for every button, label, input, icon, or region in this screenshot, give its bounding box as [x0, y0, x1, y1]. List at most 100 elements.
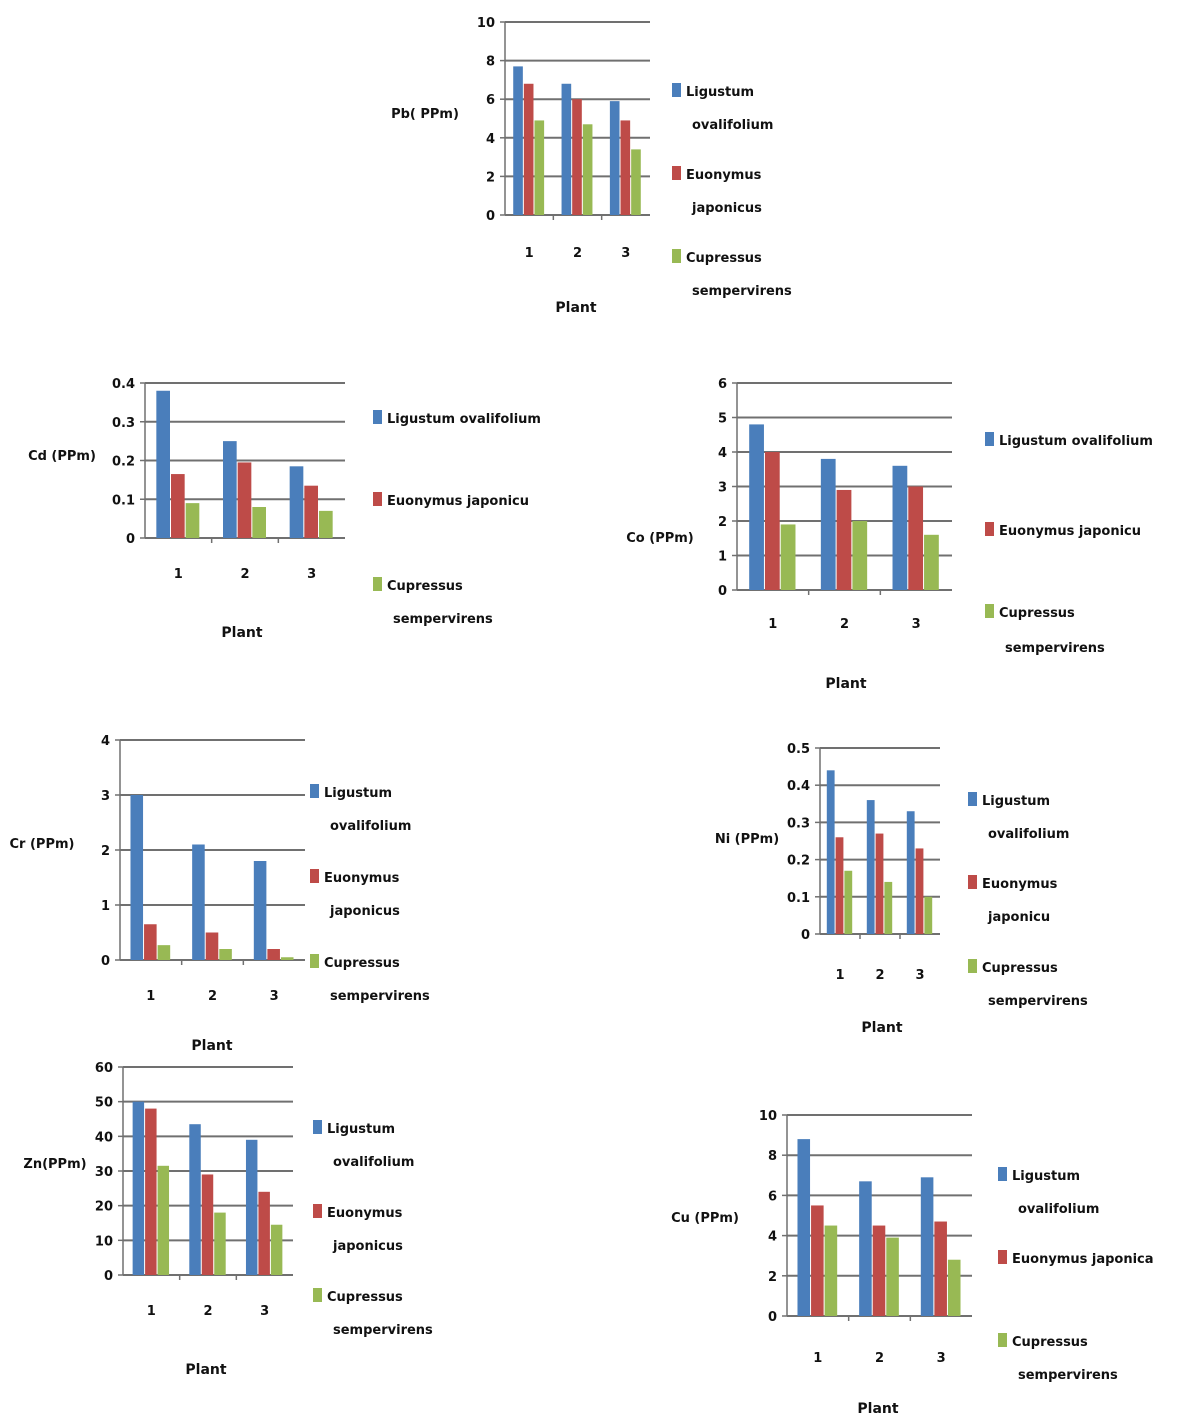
bar-series-1-category-1: [797, 1139, 811, 1316]
bar-series-1-category-3: [920, 1177, 934, 1316]
bar-series-2-category-3: [908, 486, 924, 590]
bar-series-1-category-3: [892, 465, 908, 590]
y-tick-label: 6: [486, 93, 495, 108]
legend-label: Cupressus: [982, 961, 1058, 976]
y-tick-label: 5: [718, 412, 727, 427]
x-axis-label: Plant: [825, 676, 866, 692]
y-tick-label: 10: [95, 1234, 113, 1249]
legend-swatch-series-3: [310, 954, 319, 968]
legend-swatch-series-3: [998, 1333, 1007, 1347]
legend-label: sempervirens: [333, 1323, 433, 1338]
bar-series-2-category-2: [237, 462, 252, 538]
x-tick-label: 3: [912, 617, 921, 632]
bar-series-3-category-1: [780, 524, 796, 590]
y-tick-label: 20: [95, 1200, 113, 1215]
legend-label: Ligustum ovalifolium: [387, 412, 541, 427]
legend-label: Euonymus: [686, 168, 762, 183]
bar-series-3-category-3: [947, 1259, 961, 1316]
bar-series-2-category-3: [620, 120, 631, 215]
y-tick-label: 2: [718, 515, 727, 530]
bar-series-3-category-2: [252, 507, 266, 538]
bar-series-1-category-1: [156, 390, 170, 538]
y-tick-label: 2: [486, 170, 495, 185]
y-tick-label: 0: [768, 1310, 777, 1325]
legend-label: ovalifolium: [330, 819, 411, 834]
x-tick-label: 2: [875, 1351, 884, 1366]
bar-series-1-category-3: [609, 101, 620, 215]
x-tick-label: 3: [937, 1351, 946, 1366]
legend-label: ovalifolium: [692, 118, 773, 133]
legend-label: sempervirens: [393, 612, 493, 627]
x-tick-label: 1: [525, 246, 534, 261]
legend-label: japonicus: [332, 1239, 403, 1254]
legend-label: Cupressus: [327, 1290, 403, 1305]
x-axis-label: Plant: [857, 1401, 898, 1417]
legend-swatch-series-2: [313, 1204, 322, 1218]
y-axis-label: Cd (PPm): [28, 449, 96, 464]
bar-series-3-category-3: [631, 149, 641, 215]
y-tick-label: 0.5: [787, 742, 810, 757]
legend-swatch-series-2: [968, 875, 977, 889]
bar-series-3-category-3: [280, 957, 294, 960]
y-tick-label: 0.2: [112, 455, 135, 470]
bar-series-1-category-2: [859, 1181, 872, 1316]
bar-series-2-category-3: [258, 1191, 270, 1275]
legend-label: ovalifolium: [1018, 1202, 1099, 1217]
legend-swatch-series-1: [968, 792, 977, 806]
chart-panel-5: 0 0.1 0.2 0.3 0.4 0.5 1 2 3 Ni (PPm) Plant Ligustum…: [715, 742, 1088, 1036]
y-tick-label: 0: [486, 209, 495, 224]
bar-series-3-category-3: [924, 896, 933, 934]
legend-label: Cupressus: [324, 956, 400, 971]
x-tick-label: 2: [875, 968, 884, 983]
y-tick-label: 8: [486, 55, 495, 70]
legend-label: Cupressus: [686, 251, 762, 266]
y-tick-label: 30: [95, 1165, 113, 1180]
chart-panel-4: 0 1 2 3 4 1 2 3 Cr (PPm) Plant Ligustum ovalifolium…: [10, 734, 431, 1054]
y-tick-label: 0.4: [787, 779, 810, 794]
bar-series-3-category-3: [924, 534, 939, 590]
y-axis-label: Cu (PPm): [671, 1211, 739, 1226]
y-tick-label: 0: [718, 584, 727, 599]
y-axis-label: Co (PPm): [626, 531, 693, 546]
legend: Ligustum ovalifolium Euonymus japonicu Cup…: [373, 410, 541, 627]
legend-label: Euonymus: [982, 877, 1058, 892]
bar-series-3-category-1: [534, 120, 545, 215]
x-tick-label: 1: [813, 1351, 822, 1366]
legend-swatch-series-2: [985, 522, 994, 536]
legend-swatch-series-1: [672, 83, 681, 97]
legend: Ligustum ovalifolium Euonymus japonicus Cupr…: [310, 784, 430, 1004]
bar-series-2-category-2: [875, 833, 884, 934]
legend-swatch-series-1: [373, 410, 382, 424]
y-tick-label: 0: [104, 1269, 113, 1284]
y-tick-label: 40: [95, 1130, 113, 1145]
x-tick-label: 3: [621, 246, 630, 261]
y-tick-label: 4: [768, 1230, 777, 1245]
x-axis-label: Plant: [185, 1362, 226, 1378]
y-axis-label: Pb( PPm): [391, 107, 459, 122]
x-tick-label: 3: [270, 989, 279, 1004]
bar-series-3-category-1: [844, 870, 853, 934]
legend-label: Euonymus japonicu: [387, 494, 529, 509]
y-tick-label: 3: [718, 481, 727, 496]
bar-series-2-category-2: [836, 489, 852, 590]
y-tick-label: 0.2: [787, 854, 810, 869]
bar-series-3-category-1: [824, 1225, 838, 1316]
legend-label: Euonymus japonica: [1012, 1252, 1154, 1267]
x-tick-label: 1: [174, 567, 183, 582]
legend-label: sempervirens: [988, 994, 1088, 1009]
y-tick-label: 4: [101, 734, 110, 749]
bar-series-2-category-2: [201, 1174, 214, 1275]
legend-label: Ligustum: [1012, 1169, 1080, 1184]
y-tick-label: 6: [718, 377, 727, 392]
y-tick-label: 0.3: [787, 816, 810, 831]
y-tick-label: 0.1: [112, 493, 135, 508]
legend-swatch-series-2: [373, 492, 382, 506]
y-tick-label: 60: [95, 1061, 113, 1076]
x-tick-label: 3: [260, 1304, 269, 1319]
legend-swatch-series-1: [313, 1120, 322, 1134]
y-tick-label: 10: [759, 1109, 777, 1124]
bar-series-1-category-3: [906, 811, 915, 934]
